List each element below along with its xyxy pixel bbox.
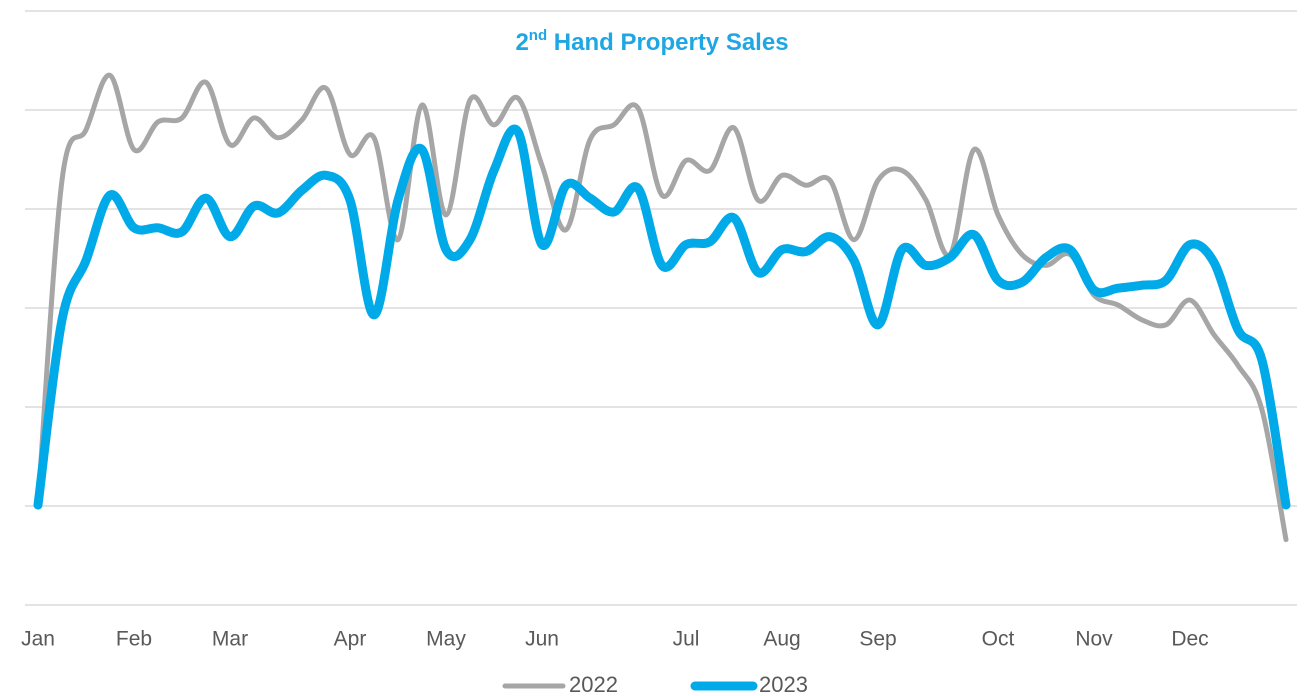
- legend-label: 2022: [569, 672, 618, 696]
- x-tick-label: Mar: [212, 628, 248, 651]
- x-tick-label: Jul: [673, 628, 700, 651]
- x-tick-label: Oct: [982, 628, 1015, 651]
- x-tick-label: May: [426, 628, 466, 651]
- x-tick-label: Aug: [763, 628, 800, 651]
- x-tick-label: Nov: [1075, 628, 1113, 651]
- line-series: [35, 72, 1289, 543]
- chart-title: 2nd Hand Property Sales: [515, 27, 788, 56]
- line-series: [33, 124, 1291, 510]
- x-tick-label: Feb: [116, 628, 152, 651]
- x-tick-label: Jan: [21, 628, 55, 651]
- x-tick-label: Dec: [1171, 628, 1208, 651]
- x-tick-label: Apr: [334, 628, 367, 651]
- x-tick-label: Sep: [859, 628, 896, 651]
- x-tick-label: Jun: [525, 628, 559, 651]
- legend-label: 2023: [759, 672, 808, 696]
